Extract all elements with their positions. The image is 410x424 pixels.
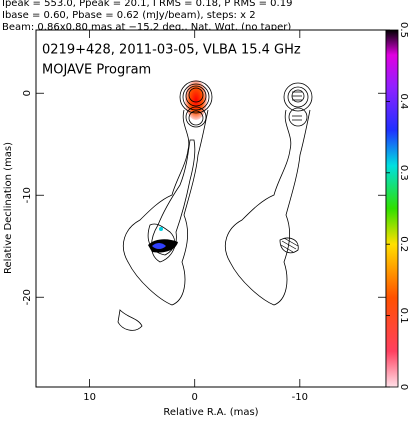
jet-knot [152,243,166,249]
colorbar-tick-label: 0.2 [398,236,409,252]
y-tick-label: -10 [22,187,33,203]
colorbar-tick-label: 0 [398,384,409,390]
colorbar-tick-label: 0.1 [398,308,409,324]
colorbar-tick-label: 0.5 [398,22,409,38]
colorbar-tick-label: 0.3 [398,165,409,181]
chart-subtitle: MOJAVE Program [42,63,151,78]
colorbar [385,29,399,388]
x-tick-label: 0 [192,392,198,403]
colorbar-tick-label: 0.4 [398,93,409,109]
x-axis-label: Relative R.A. (mas) [163,407,258,418]
chart-title: 0219+428, 2011-03-05, VLBA 15.4 GHz [42,43,301,58]
frame [35,29,387,388]
header-line: Beam: 0.86x0.80 mas at −15.2 deg., Nat. … [2,22,291,33]
contours [225,82,313,306]
x-tick-label: -10 [292,392,308,403]
core-emission [185,80,207,120]
x-tick-label: 10 [83,392,96,403]
header-line: Ibase = 0.60, Pbase = 0.62 (mJy/beam), s… [2,10,256,21]
header-line: Ipeak = 553.0, Ppeak = 20.1, I RMS = 0.1… [2,0,292,9]
y-axis-label: Relative Declination (mas) [3,142,14,274]
y-tick-label: 0 [22,90,33,96]
jet-knot [159,227,163,231]
plot-area [35,29,399,388]
y-tick-label: -20 [22,289,33,305]
